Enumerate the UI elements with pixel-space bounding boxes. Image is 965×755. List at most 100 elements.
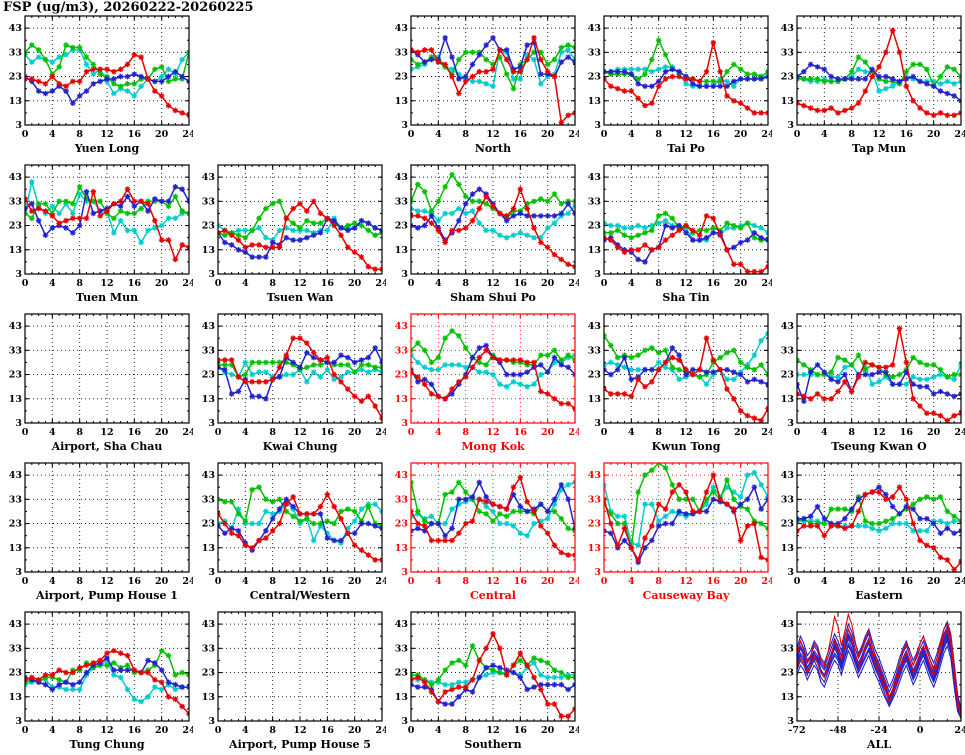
tick-labels: 3 13 23 33 43 0 4 8 12 16 20 24: [588, 172, 772, 289]
svg-text:33: 33: [395, 196, 408, 207]
tai-po-series-red-markers: [604, 39, 768, 116]
chart-canvas-southern: 3 13 23 33 43 0 4 8 12 16 20 24 Southern: [395, 611, 579, 751]
svg-text:12: 12: [100, 129, 113, 140]
svg-text:43: 43: [202, 470, 215, 481]
svg-text:12: 12: [872, 129, 885, 140]
svg-text:3: 3: [594, 269, 601, 280]
svg-text:20: 20: [348, 427, 362, 438]
svg-text:4: 4: [628, 129, 635, 140]
svg-text:23: 23: [202, 519, 215, 530]
chart-canvas-tap-mun: 3 13 23 33 43 0 4 8 12 16 20 24 Tap Mun: [781, 15, 965, 155]
series-group: [218, 198, 382, 272]
svg-text:20: 20: [927, 129, 941, 140]
svg-text:3: 3: [787, 716, 794, 727]
empty-cell: [772, 159, 965, 308]
svg-text:23: 23: [781, 668, 794, 679]
chart-title-sham-shui-po: Sham Shui Po: [450, 291, 536, 304]
svg-text:43: 43: [588, 321, 601, 332]
svg-text:24: 24: [954, 725, 965, 736]
svg-text:13: 13: [9, 692, 22, 703]
plot-frame: [796, 462, 962, 573]
chart-canvas-tai-po: 3 13 23 33 43 0 4 8 12 16 20 24 Tai Po: [588, 15, 772, 155]
all-trace-blue-3: [797, 624, 961, 712]
svg-text:3: 3: [208, 567, 215, 578]
chart-panel-tuen-mun: 3 13 23 33 43 0 4 8 12 16 20 24 Tuen Mun: [0, 159, 193, 308]
svg-text:33: 33: [588, 196, 601, 207]
svg-text:0: 0: [408, 725, 415, 736]
svg-text:23: 23: [202, 221, 215, 232]
svg-text:4: 4: [49, 278, 56, 289]
plot-frame: [410, 164, 576, 275]
svg-text:20: 20: [927, 427, 941, 438]
svg-text:23: 23: [395, 72, 408, 83]
chart-title-causeway-bay: Causeway Bay: [643, 589, 730, 602]
gridlines: [411, 165, 575, 274]
svg-text:13: 13: [202, 245, 215, 256]
chart-panel-sha-tin: 3 13 23 33 43 0 4 8 12 16 20 24 Sha Tin: [579, 159, 772, 308]
svg-text:13: 13: [395, 96, 408, 107]
svg-text:24: 24: [375, 427, 386, 438]
svg-text:23: 23: [9, 519, 22, 530]
chart-panel-airport-sha-chau: 3 13 23 33 43 0 4 8 12 16 20 24 Airport, Sha Chau: [0, 308, 193, 457]
chart-canvas-sham-shui-po: 3 13 23 33 43 0 4 8 12 16 20 24 Sham Shui Po: [395, 164, 579, 304]
svg-text:13: 13: [781, 692, 794, 703]
svg-text:23: 23: [588, 72, 601, 83]
plot-frame: [796, 611, 962, 722]
svg-text:20: 20: [155, 576, 169, 587]
plot-frame: [603, 164, 769, 275]
series-group: [797, 484, 961, 572]
chart-title-mong-kok: Mong Kok: [461, 440, 525, 453]
svg-text:8: 8: [462, 725, 469, 736]
svg-text:24: 24: [568, 725, 579, 736]
svg-text:20: 20: [541, 129, 555, 140]
tsuen-wan-series-red: [218, 199, 382, 270]
svg-text:20: 20: [155, 129, 169, 140]
plot-frame: [217, 462, 383, 573]
svg-text:13: 13: [588, 96, 601, 107]
series-group: [25, 42, 189, 119]
kwai-chung-series-blue: [218, 346, 382, 400]
svg-text:0: 0: [22, 576, 29, 587]
chart-canvas-kwun-tong: 3 13 23 33 43 0 4 8 12 16 20 24 Kwun Tong: [588, 313, 772, 453]
svg-text:0: 0: [408, 427, 415, 438]
svg-text:16: 16: [900, 129, 914, 140]
chart-panel-central-western: 3 13 23 33 43 0 4 8 12 16 20 24 Central/Western: [193, 457, 386, 606]
svg-text:4: 4: [821, 576, 828, 587]
svg-text:20: 20: [155, 725, 169, 736]
svg-text:4: 4: [435, 129, 442, 140]
sha-tin-series-red-markers: [604, 213, 768, 274]
plot-frame: [603, 15, 769, 126]
chart-panel-causeway-bay: 3 13 23 33 43 0 4 8 12 16 20 24 Causeway Bay: [579, 457, 772, 606]
chart-title-tai-po: Tai Po: [667, 142, 705, 155]
svg-text:43: 43: [588, 23, 601, 34]
svg-text:20: 20: [348, 576, 362, 587]
svg-text:20: 20: [348, 278, 362, 289]
central-western-series-red-markers: [218, 491, 382, 563]
svg-text:24: 24: [761, 576, 772, 587]
svg-text:0: 0: [601, 129, 608, 140]
svg-text:8: 8: [462, 427, 469, 438]
chart-canvas-tseung-kwan-o: 3 13 23 33 43 0 4 8 12 16 20 24 Tseung Kwan O: [781, 313, 965, 453]
svg-text:13: 13: [781, 96, 794, 107]
svg-text:8: 8: [848, 576, 855, 587]
svg-text:16: 16: [514, 725, 528, 736]
kwun-tong-series-red-markers: [604, 335, 768, 423]
tick-labels: 3 13 23 33 43 0 4 8 12 16 20 24: [202, 321, 386, 438]
plot-frame: [410, 462, 576, 573]
svg-text:12: 12: [293, 427, 306, 438]
svg-text:0: 0: [215, 725, 222, 736]
svg-text:12: 12: [486, 278, 499, 289]
svg-text:12: 12: [679, 278, 692, 289]
svg-text:4: 4: [628, 278, 635, 289]
svg-text:16: 16: [514, 129, 528, 140]
tick-labels: 3 13 23 33 43 0 4 8 12 16 20 24: [9, 172, 193, 289]
svg-text:24: 24: [375, 576, 386, 587]
svg-text:0: 0: [408, 278, 415, 289]
svg-text:20: 20: [155, 278, 169, 289]
chart-canvas-central-western: 3 13 23 33 43 0 4 8 12 16 20 24 Central/Western: [202, 462, 386, 602]
tick-labels: 3 13 23 33 43 0 4 8 12 16 20 24: [202, 172, 386, 289]
chart-canvas-sha-tin: 3 13 23 33 43 0 4 8 12 16 20 24 Sha Tin: [588, 164, 772, 304]
svg-text:20: 20: [541, 427, 555, 438]
svg-text:16: 16: [900, 427, 914, 438]
gridlines: [411, 463, 575, 572]
